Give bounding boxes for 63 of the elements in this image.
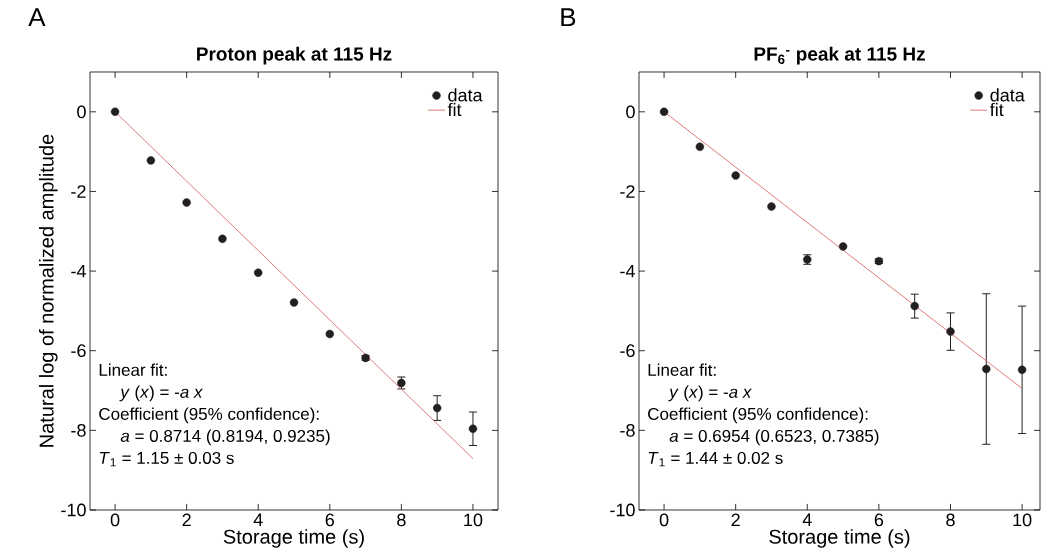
y-tick-label: -8: [620, 423, 635, 437]
point: [182, 198, 191, 207]
x-tick-label: 2: [731, 513, 740, 527]
legend-label: data: [990, 88, 1025, 102]
y-tick-label: -4: [620, 264, 635, 278]
y-axis-title: Natural log of normalized amplitude: [38, 134, 58, 447]
y-tick-label: -6: [71, 344, 86, 358]
x-axis-title: Storage time (s): [769, 529, 910, 548]
legend-label: fit: [447, 102, 462, 117]
point: [218, 234, 227, 244]
point: [110, 107, 120, 117]
chart-title: Proton peak at 115 Hz: [197, 46, 392, 65]
annotation: Linear fit:: [99, 363, 167, 376]
annotation: Coefficient (95% confidence):: [648, 407, 868, 424]
x-tick-label: 4: [253, 513, 263, 526]
y-tick-label: -10: [610, 503, 635, 517]
text: A: [28, 8, 46, 27]
x-axis-title: Storage time (s): [223, 529, 364, 548]
point: [468, 424, 478, 433]
y-tick-label: -10: [61, 503, 86, 517]
point: [910, 301, 919, 311]
x-tick-label: 6: [325, 513, 335, 527]
point: [325, 329, 334, 339]
annotation: y (x) = -a x: [119, 385, 203, 402]
y-tick-label: -6: [620, 344, 635, 358]
annotation: T$_{1}$ = 1.15 ± 0.03 s: [99, 451, 234, 467]
point: [731, 171, 740, 180]
x-tick-label: 2: [182, 513, 191, 527]
x-tick-label: 0: [110, 513, 120, 527]
chart-title: PF$_{6}$$^{-}$ peak at 115 Hz: [754, 46, 925, 65]
point: [695, 142, 705, 152]
annotation: T$_{1}$ = 1.44 ± 0.02 s: [648, 451, 783, 467]
point: [432, 403, 442, 413]
point: [982, 364, 991, 374]
x-tick-label: 10: [464, 513, 483, 527]
annotation: a = 0.8714 (0.8194, 0.9235): [120, 429, 330, 446]
x-tick-label: 6: [874, 513, 884, 527]
legend-label: fit: [989, 102, 1004, 117]
y-tick-label: 0: [626, 105, 635, 119]
annotation: Linear fit:: [648, 363, 716, 376]
annotation: y (x) = -a x: [668, 385, 752, 402]
point: [838, 242, 848, 251]
x-tick-label: 10: [1013, 513, 1032, 527]
point: [946, 327, 955, 336]
y-tick-label: -2: [71, 185, 86, 198]
point: [289, 298, 299, 307]
y-tick-label: -8: [71, 423, 86, 437]
point: [146, 156, 156, 165]
point: [254, 268, 263, 277]
point: [1017, 365, 1027, 375]
y-tick-label: 0: [77, 105, 86, 119]
x-tick-label: 8: [946, 513, 955, 527]
x-tick-label: 4: [802, 513, 812, 526]
annotation: Coefficient (95% confidence):: [99, 407, 319, 424]
x-tick-label: 8: [397, 513, 406, 527]
y-tick-label: -2: [620, 185, 635, 198]
point: [767, 202, 776, 211]
text: B: [561, 8, 576, 27]
x-tick-label: 0: [659, 513, 669, 527]
y-tick-label: -4: [71, 264, 86, 278]
annotation: a = 0.6954 (0.6523, 0.7385): [669, 429, 879, 446]
legend-label: data: [448, 88, 483, 102]
point: [659, 107, 669, 117]
